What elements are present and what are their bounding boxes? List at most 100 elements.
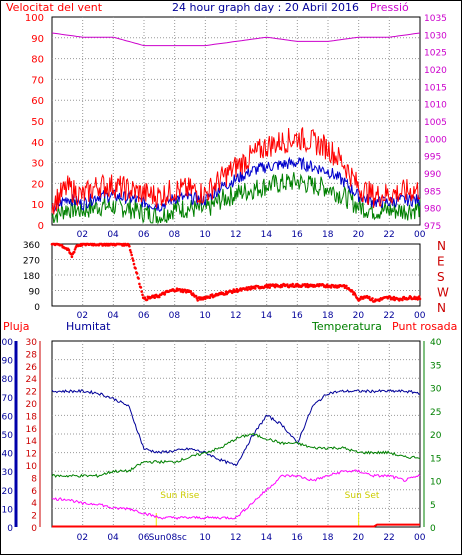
wind-dir-point [131,257,134,260]
compass-label: N [437,301,446,315]
x-tick-label: 20 [353,533,365,543]
wind-dir-point [130,253,133,257]
humidity-tick-label: 10 [2,505,14,515]
x-tick-label: 00 [414,230,426,240]
wind-dir-point [246,288,249,292]
wind-dir-point [413,295,416,299]
wind-dir-point [140,290,143,293]
wind-dir-point [189,290,193,293]
temp-tick-label: 20 [430,431,442,441]
temp-tick-label: 15 [430,454,441,464]
x-tick-label: 10 [199,533,211,543]
rain-tick-label: 20 [26,400,38,410]
left-tick-label: 90 [29,288,41,298]
rain-tick-label: 30 [26,338,38,348]
rain-tick-label: 8 [31,474,37,484]
sun-rise-label: Sun Rise [160,491,199,501]
humidity-tick-label: 60 [2,412,14,422]
humidity-line [51,388,421,467]
x-tick-label: 14 [261,311,273,321]
humidity-tick-label: 40 [2,450,14,460]
rain-tick-label: 2 [31,512,37,522]
wind-dir-point [132,262,136,266]
rain-tick-label: 28 [26,350,38,360]
compass-label: E [437,255,445,269]
left-tick-label: 50 [31,117,44,128]
humidity-tick-label: 50 [2,431,14,441]
x-tick-label: 04 [107,533,119,543]
right-tick-label: 990 [424,170,441,180]
wind-dir-point [371,297,374,300]
wind-dir-point [392,295,396,299]
rain-line [52,523,420,528]
wind-dir-point [345,284,348,288]
humidity-tick-label: 80 [2,375,14,385]
x-tick-label: 06 [138,311,150,321]
right-tick-label: 1005 [424,118,447,128]
right-tick-label: 1020 [424,66,447,76]
temperature-line [51,432,421,478]
right-tick-label: 995 [424,153,441,163]
rain-tick-label: 6 [31,487,37,497]
x-tick-label: 12 [230,533,241,543]
x-tick-label: 00 [414,533,426,543]
temp-tick-label: 10 [430,478,442,488]
wind-dir-point [134,267,137,270]
wind-dir-point [178,288,182,291]
right-tick-label: 1030 [424,31,447,41]
x-tick-label: 08 [169,230,181,240]
left-tick-label: 0 [38,221,44,232]
series-pressure-line [51,32,421,47]
rain-tick-label: 10 [26,462,38,472]
right-tick-label: 1035 [424,14,447,24]
wind-dir-point [128,245,131,248]
left-tick-label: 270 [23,257,40,267]
wind-dir-point [354,294,357,297]
x-tick-label: 18 [322,311,334,321]
wind-dir-point [138,282,141,286]
humidity-tick-label: 100 [0,338,13,348]
series-gust-line [51,127,421,215]
x-tick-label: 04 [107,311,119,321]
temp-tick-label: 40 [430,338,442,348]
wind-dir-point [141,293,144,297]
rain-tick-label: 24 [26,375,38,385]
wind-dir-point [139,286,143,289]
temp-tick-label: 35 [430,361,441,371]
temp-tick-label: 0 [430,524,436,534]
wind-dir-point [401,298,404,302]
humidity-temperature-panel: 0102030405060708090100024681012141618202… [0,338,442,543]
rain-tick-label: 16 [26,425,38,435]
left-tick-label: 100 [25,13,44,24]
wind-dir-point [70,255,74,258]
wind-dir-point [196,299,199,302]
left-tick-label: 20 [31,179,44,190]
wind-dir-point [163,293,166,296]
rain-tick-label: 14 [26,437,38,447]
right-tick-label: 980 [424,205,441,215]
wind-dir-point [208,296,212,300]
x-tick-label: 04 [107,230,119,240]
compass-label: N [437,239,446,253]
humidity-tick-label: 70 [2,394,14,404]
wind-dir-point [72,250,76,254]
right-tick-label: 1015 [424,83,447,93]
wind-dir-point [291,282,295,286]
wind-dir-point [128,248,132,252]
wind-pressure-panel: 0102030405060708090100975980985990995100… [25,13,447,240]
right-tick-label: 985 [424,187,441,197]
left-tick-label: 70 [31,75,44,86]
compass-label: S [437,270,445,284]
wind-dir-point [135,272,139,275]
x-tick-label: 02 [77,533,88,543]
left-tick-label: 10 [31,200,44,211]
rain-tick-label: 4 [31,499,37,509]
x-tick-label: 00 [414,311,426,321]
left-tick-label: 90 [31,34,44,45]
wind-dir-point [253,287,257,290]
x-tick-label: 02 [77,311,88,321]
x-tick-label: 22 [383,230,394,240]
wind-dir-point [145,298,149,302]
right-tick-label: 1010 [424,101,447,111]
x-tick-label: 10 [199,311,211,321]
